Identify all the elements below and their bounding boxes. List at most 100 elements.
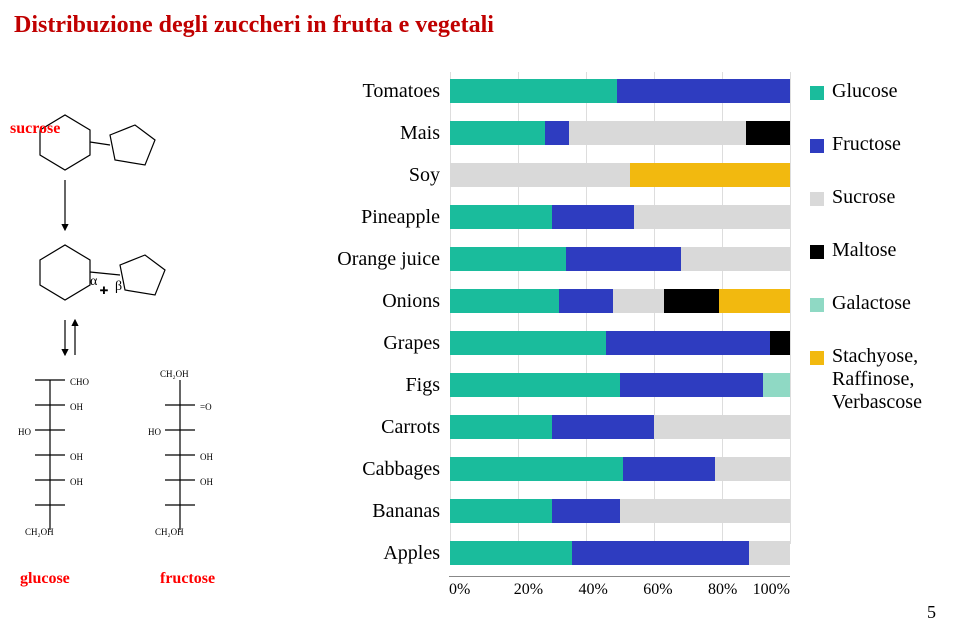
- stacked-bar: [450, 121, 790, 145]
- legend-item: Maltose: [810, 239, 950, 262]
- bar-segment: [623, 457, 715, 481]
- chart-row: Onions: [310, 282, 790, 320]
- legend-swatch: [810, 245, 824, 259]
- sugar-distribution-chart: Tomatoes Mais Soy Pineapple Orange juice Onio…: [310, 72, 790, 572]
- bar-segment: [559, 289, 613, 313]
- bar-segment: [450, 289, 559, 313]
- category-label: Orange juice: [310, 248, 450, 271]
- svg-text:CH₂OH: CH₂OH: [25, 527, 54, 537]
- stacked-bar: [450, 247, 790, 271]
- chart-row: Soy: [310, 156, 790, 194]
- bar-segment: [606, 331, 769, 355]
- chart-row: Bananas: [310, 492, 790, 530]
- svg-text:OH: OH: [200, 452, 213, 462]
- stacked-bar: [450, 331, 790, 355]
- bar-segment: [450, 205, 552, 229]
- legend-swatch: [810, 192, 824, 206]
- bar-segment: [450, 163, 630, 187]
- fructose-label: fructose: [160, 570, 215, 588]
- chart-row: Orange juice: [310, 240, 790, 278]
- stacked-bar: [450, 499, 790, 523]
- legend-label: Sucrose: [832, 186, 895, 209]
- bar-segment: [572, 541, 749, 565]
- bar-segment: [552, 499, 620, 523]
- chart-row: Mais: [310, 114, 790, 152]
- stacked-bar: [450, 163, 790, 187]
- alpha-label: α: [90, 274, 98, 289]
- x-tick: 20%: [514, 581, 579, 599]
- category-label: Tomatoes: [310, 80, 450, 103]
- chart-row: Pineapple: [310, 198, 790, 236]
- category-label: Carrots: [310, 416, 450, 439]
- bar-segment: [450, 247, 566, 271]
- bar-segment: [450, 121, 545, 145]
- chart-row: Cabbages: [310, 450, 790, 488]
- bar-segment: [634, 205, 790, 229]
- stacked-bar: [450, 79, 790, 103]
- bar-segment: [620, 499, 790, 523]
- legend-item: Sucrose: [810, 186, 950, 209]
- bar-segment: [654, 415, 790, 439]
- bar-segment: [569, 121, 746, 145]
- bar-segment: [746, 121, 790, 145]
- category-label: Soy: [310, 164, 450, 187]
- bar-segment: [681, 247, 790, 271]
- x-axis: 0%20%40%60%80%100%: [449, 576, 790, 599]
- category-label: Pineapple: [310, 206, 450, 229]
- bar-segment: [552, 205, 634, 229]
- stacked-bar: [450, 541, 790, 565]
- bar-segment: [450, 331, 606, 355]
- category-label: Mais: [310, 122, 450, 145]
- bar-segment: [770, 331, 790, 355]
- page-title: Distribuzione degli zuccheri in frutta e…: [14, 12, 494, 39]
- x-tick: 60%: [643, 581, 708, 599]
- svg-text:OH: OH: [200, 477, 213, 487]
- svg-text:HO: HO: [18, 427, 31, 437]
- legend-label: Stachyose, Raffinose, Verbascose: [832, 345, 950, 414]
- legend-label: Glucose: [832, 80, 898, 103]
- x-tick: 100%: [753, 581, 790, 599]
- page-number: 5: [927, 602, 936, 623]
- molecule-diagrams: + CHO OH HO OH OH CH₂OH: [10, 60, 290, 610]
- bar-segment: [664, 289, 718, 313]
- bar-segment: [630, 163, 790, 187]
- category-label: Figs: [310, 374, 450, 397]
- svg-text:CHO: CHO: [70, 377, 90, 387]
- category-label: Grapes: [310, 332, 450, 355]
- legend-item: Galactose: [810, 292, 950, 315]
- bar-segment: [450, 415, 552, 439]
- bar-segment: [450, 541, 572, 565]
- svg-text:CH₂OH: CH₂OH: [155, 527, 184, 537]
- bar-segment: [763, 373, 790, 397]
- bar-segment: [450, 79, 617, 103]
- bar-segment: [545, 121, 569, 145]
- svg-text:+: +: [100, 284, 108, 299]
- bar-segment: [749, 541, 790, 565]
- stacked-bar: [450, 415, 790, 439]
- bar-segment: [613, 289, 664, 313]
- sucrose-label: sucrose: [10, 120, 60, 138]
- svg-text:OH: OH: [70, 402, 83, 412]
- legend-label: Fructose: [832, 133, 901, 156]
- svg-text:OH: OH: [70, 477, 83, 487]
- molecule-svg: + CHO OH HO OH OH CH₂OH: [10, 60, 290, 620]
- x-tick: 0%: [449, 581, 514, 599]
- chart-row: Figs: [310, 366, 790, 404]
- chart-row: Apples: [310, 534, 790, 572]
- legend-item: Glucose: [810, 80, 950, 103]
- category-label: Apples: [310, 542, 450, 565]
- x-tick: 40%: [578, 581, 643, 599]
- legend-label: Maltose: [832, 239, 896, 262]
- stacked-bar: [450, 289, 790, 313]
- bar-segment: [719, 289, 790, 313]
- svg-text:OH: OH: [70, 452, 83, 462]
- chart-row: Tomatoes: [310, 72, 790, 110]
- legend-label: Galactose: [832, 292, 911, 315]
- legend-swatch: [810, 86, 824, 100]
- bar-segment: [617, 79, 790, 103]
- stacked-bar: [450, 457, 790, 481]
- legend-item: Stachyose, Raffinose, Verbascose: [810, 345, 950, 414]
- category-label: Bananas: [310, 500, 450, 523]
- bar-segment: [715, 457, 790, 481]
- svg-text:=O: =O: [200, 402, 212, 412]
